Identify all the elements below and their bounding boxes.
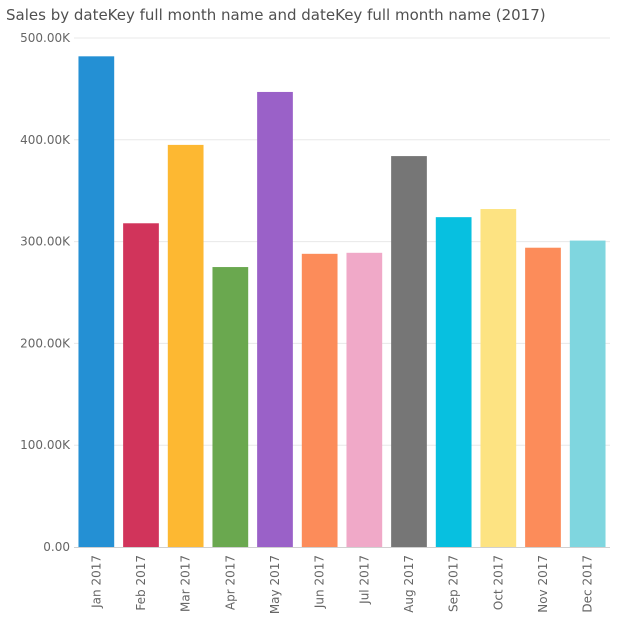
y-tick-label-1: 100.00K <box>20 438 71 452</box>
y-tick-label-0: 0.00 <box>43 540 70 554</box>
bar-jul-2017[interactable] <box>346 252 383 548</box>
y-tick-label-2: 200.00K <box>20 336 71 350</box>
x-tick-label-9: Oct 2017 <box>491 555 505 610</box>
bar-mar-2017[interactable] <box>167 144 204 547</box>
bar-sep-2017[interactable] <box>435 217 472 548</box>
gridlines <box>74 37 610 446</box>
bar-may-2017[interactable] <box>257 91 293 547</box>
x-tick-label-7: Aug 2017 <box>402 555 416 613</box>
x-tick-label-6: Jul 2017 <box>357 555 371 605</box>
x-tick-label-1: Feb 2017 <box>134 555 148 611</box>
bar-apr-2017[interactable] <box>212 267 249 547</box>
y-axis-ticks: 0.00 100.00K 200.00K 300.00K 400.00K 500.00K <box>20 31 71 554</box>
bar-jan-2017[interactable] <box>78 56 115 547</box>
x-axis-ticks: Jan 2017 Feb 2017 Mar 2017 Apr 2017 May 2017… <box>89 555 594 614</box>
y-tick-label-3: 300.00K <box>20 235 71 249</box>
bar-aug-2017[interactable] <box>391 156 427 547</box>
bar-nov-2017[interactable] <box>525 247 561 547</box>
bars <box>78 56 606 548</box>
y-tick-label-4: 400.00K <box>20 133 71 147</box>
x-tick-label-11: Dec 2017 <box>581 555 595 613</box>
bar-dec-2017[interactable] <box>569 240 606 547</box>
x-tick-label-8: Sep 2017 <box>447 555 461 612</box>
x-tick-label-4: May 2017 <box>268 555 282 614</box>
bar-oct-2017[interactable] <box>480 209 517 547</box>
y-tick-label-5: 500.00K <box>20 31 71 45</box>
x-tick-label-3: Apr 2017 <box>223 555 237 610</box>
bar-feb-2017[interactable] <box>123 223 159 547</box>
x-tick-label-5: Jun 2017 <box>313 555 327 609</box>
bar-jun-2017[interactable] <box>301 253 338 547</box>
x-tick-label-2: Mar 2017 <box>179 555 193 612</box>
x-tick-label-10: Nov 2017 <box>536 555 550 613</box>
x-tick-label-0: Jan 2017 <box>89 555 103 609</box>
chart-title: Sales by dateKey full month name and dat… <box>6 6 546 24</box>
